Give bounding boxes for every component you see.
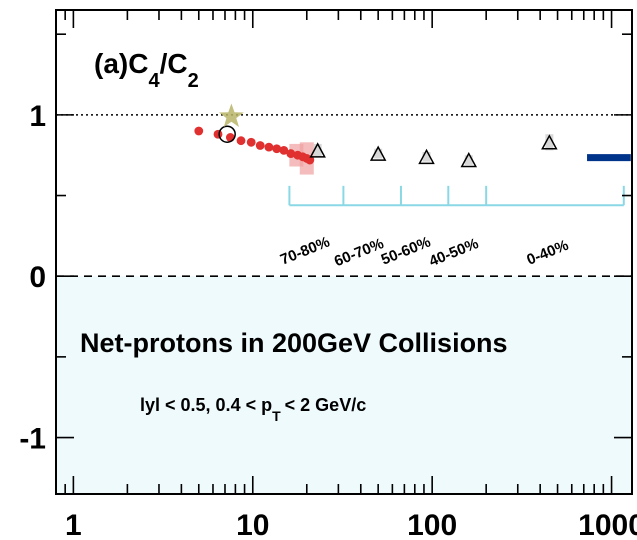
data-point-triangle [541, 134, 558, 150]
triangle-error [313, 143, 322, 157]
triangle-error [545, 134, 554, 151]
y-tick-label: -1 [19, 423, 46, 456]
data-point-open-circle [218, 125, 236, 143]
annotation-main: Net-protons in 200GeV Collisions [80, 328, 508, 358]
data-point-red [286, 149, 296, 158]
y-tick-label: 0 [29, 261, 46, 294]
triangle-error [422, 151, 431, 162]
data-point-triangle [418, 148, 435, 165]
data-point-triangle [460, 151, 478, 168]
y-tick-label: 1 [29, 100, 46, 133]
reference-lines [56, 114, 632, 278]
centrality-label: 40-50% [427, 235, 481, 270]
triangle-error [374, 148, 383, 159]
data-point-red [264, 142, 274, 152]
triangle-error [464, 155, 473, 165]
plot-frame [55, 9, 633, 495]
data-point-triangle [369, 145, 387, 161]
axis-ticks [55, 10, 632, 494]
data-point-red [194, 126, 204, 136]
centrality-label: 50-60% [379, 233, 433, 268]
x-tick-label: 1000 [578, 509, 637, 540]
x-tick-label: 100 [407, 509, 457, 540]
data-point-red [246, 137, 256, 147]
plot-frame-rect [55, 9, 633, 495]
centrality-label: 70-80% [278, 233, 332, 268]
annotation-cuts: lyl < 0.5, 0.4 < pT< 2 GeV/c [140, 395, 366, 424]
data-band-blue [587, 154, 631, 162]
data-point-red [279, 145, 289, 155]
data-point-red [213, 129, 223, 139]
data-point-red [236, 136, 246, 146]
data-point-red [255, 141, 265, 150]
data-point-red [225, 133, 235, 142]
data-point-red [305, 155, 315, 165]
data-marks [194, 103, 631, 175]
x-tick-label: 10 [236, 509, 269, 540]
panel-title: (a)C4/C2 [94, 48, 199, 92]
centrality-label: 0-40% [524, 237, 571, 269]
shaded-region [56, 276, 632, 494]
data-point-red [272, 144, 282, 154]
x-tick-label: 1 [65, 509, 82, 540]
data-point-star [219, 103, 244, 127]
centrality-bracket [288, 185, 625, 207]
data-point-triangle [309, 142, 326, 158]
